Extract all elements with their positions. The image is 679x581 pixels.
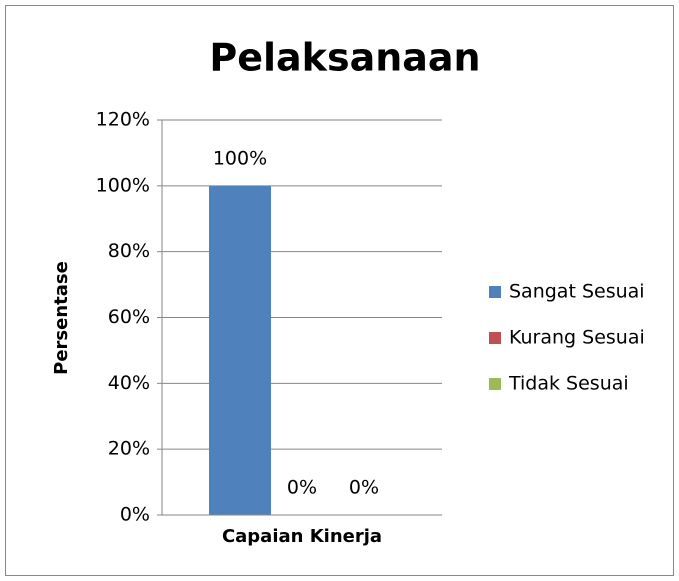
y-tick-label: 80%: [108, 240, 150, 262]
legend-swatch: [489, 378, 501, 390]
x-tick-label: Capaian Kinerja: [222, 526, 382, 547]
data-label: 0%: [349, 477, 379, 499]
y-tick-label: 100%: [96, 174, 150, 196]
legend-label: Tidak Sesuai: [508, 373, 629, 395]
legend-label: Kurang Sesuai: [509, 327, 645, 349]
y-tick-label: 40%: [108, 372, 150, 394]
bar: [209, 185, 271, 516]
legend-swatch: [489, 332, 501, 344]
data-label: 0%: [287, 477, 317, 499]
y-tick-label: 20%: [108, 438, 150, 460]
chart-title: Pelaksanaan: [209, 36, 480, 80]
y-tick-label: 0%: [120, 504, 150, 526]
legend-label: Sangat Sesuai: [509, 281, 645, 303]
chart-border: [5, 5, 674, 576]
y-axis-label: Persentase: [51, 261, 72, 375]
legend-swatch: [489, 286, 501, 298]
y-tick-label: 120%: [96, 109, 150, 131]
y-tick-label: 60%: [108, 306, 150, 328]
data-label: 100%: [213, 147, 267, 169]
